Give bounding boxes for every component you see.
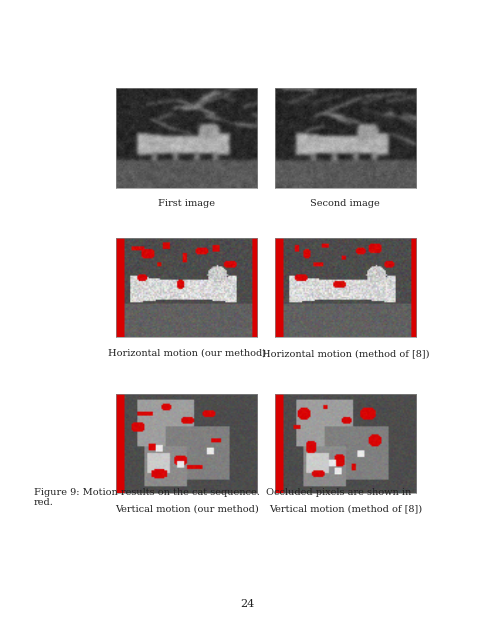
Text: Vertical motion (method of [8]): Vertical motion (method of [8]): [269, 504, 422, 513]
Text: Second image: Second image: [310, 199, 380, 208]
Text: Vertical motion (our method): Vertical motion (our method): [115, 504, 259, 513]
Text: 24: 24: [241, 599, 254, 609]
Text: Figure 9: Motion results on the cat sequence.  Occluded pixels are shown in
red.: Figure 9: Motion results on the cat sequ…: [34, 488, 411, 507]
Text: First image: First image: [158, 199, 215, 208]
Text: Horizontal motion (method of [8]): Horizontal motion (method of [8]): [261, 349, 429, 358]
Text: Horizontal motion (our method): Horizontal motion (our method): [108, 349, 266, 358]
